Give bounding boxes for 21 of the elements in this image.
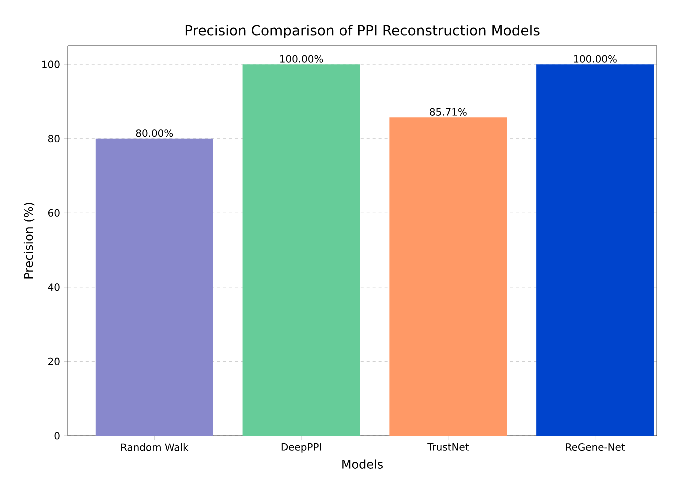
bar: [390, 118, 508, 436]
y-tick-label: 20: [48, 358, 60, 366]
y-tick-label: 60: [48, 209, 60, 217]
data-label: 80.00%: [136, 130, 174, 138]
y-tick-label: 0: [54, 432, 60, 440]
y-tick-label: 80: [48, 135, 60, 143]
y-tick-label: 40: [48, 284, 60, 292]
data-label: 100.00%: [280, 55, 324, 63]
y-axis-title: Precision (%): [24, 203, 35, 279]
x-tick-label: TrustNet: [428, 444, 470, 451]
x-tick-label: DeepPPI: [282, 444, 322, 453]
x-axis-title: Models: [342, 460, 383, 469]
bar: [242, 64, 360, 436]
data-label: 85.71%: [430, 108, 467, 116]
x-tick-label: ReGene-Net: [566, 444, 626, 452]
y-tick-label: 100: [42, 60, 60, 68]
x-tick-label: Random Walk: [122, 444, 189, 452]
bar: [96, 138, 214, 436]
bar: [536, 64, 654, 436]
data-label: 100.00%: [574, 55, 617, 63]
chart-title: Precision Comparison of PPI Reconstruction Models: [186, 25, 540, 39]
